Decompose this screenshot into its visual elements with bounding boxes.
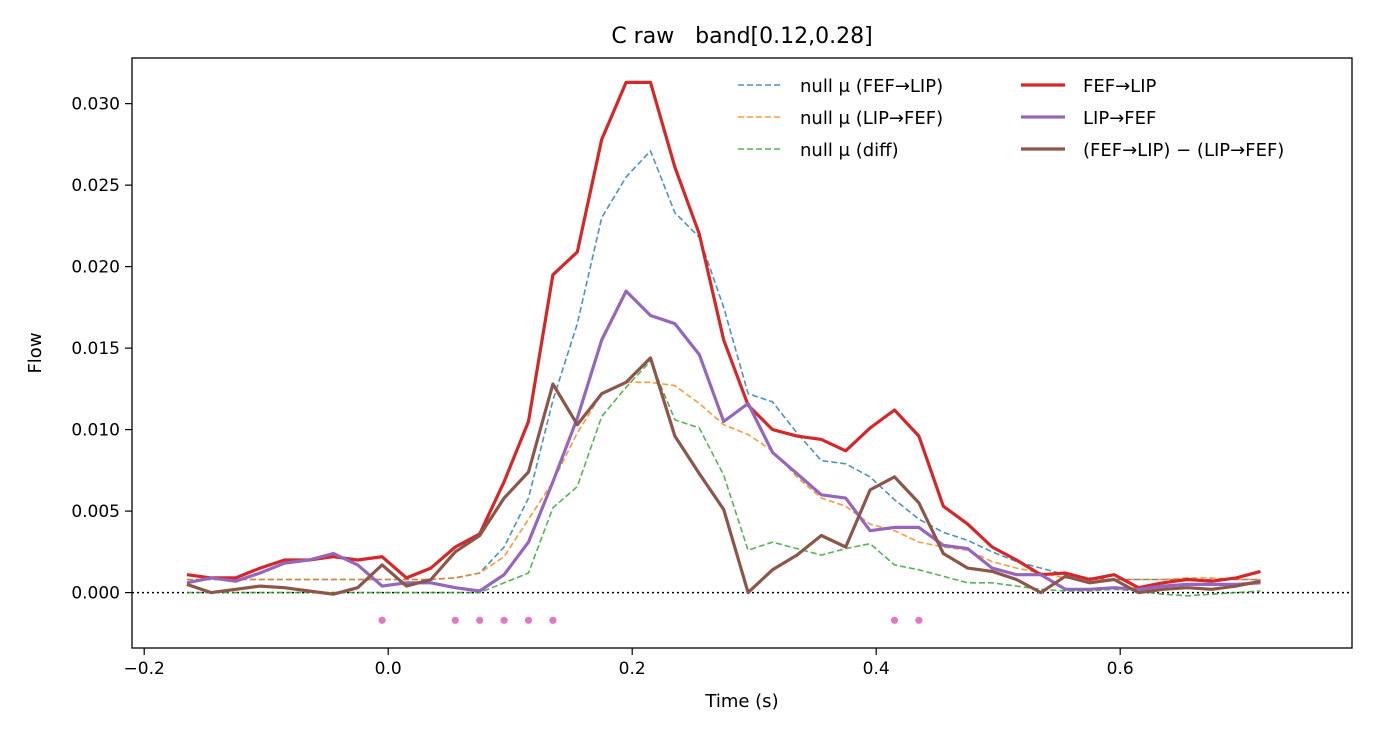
x-tick-label-1: 0.0	[375, 659, 402, 679]
series-line-2	[186, 360, 1261, 597]
legend: null μ (FEF→LIP) null μ (LIP→FEF) null μ (…	[738, 76, 1284, 161]
significance-marker-4	[524, 616, 533, 624]
y-axis-label: Flow	[25, 332, 46, 373]
y-tick-label-4: 0.020	[71, 258, 120, 278]
x-tick-label-0: −0.2	[124, 659, 165, 679]
y-axis: 0.000 0.005 0.010 0.015 0.020 0.025 0.030	[71, 95, 132, 604]
chart-title: C raw band[0.12,0.28]	[611, 24, 872, 49]
y-tick-label-3: 0.015	[71, 339, 120, 359]
series-line-5	[186, 356, 1261, 596]
y-tick-label-1: 0.005	[71, 502, 120, 522]
legend-label-5: (FEF→LIP) − (LIP→FEF)	[1083, 140, 1284, 161]
plot-frame	[131, 57, 1353, 649]
x-axis-label: Time (s)	[704, 691, 778, 712]
x-tick-label-2: 0.2	[619, 659, 646, 679]
y-tick-label-6: 0.030	[71, 95, 120, 115]
significance-marker-5	[549, 616, 557, 624]
x-tick-label-3: 0.4	[863, 659, 890, 679]
legend-label-3: FEF→LIP	[1083, 76, 1156, 97]
significance-marker-0	[378, 616, 386, 624]
significance-marker-6	[890, 616, 899, 624]
y-tick-label-2: 0.010	[71, 421, 120, 441]
significance-marker-7	[915, 616, 923, 624]
legend-label-1: null μ (LIP→FEF)	[800, 108, 943, 129]
legend-label-0: null μ (FEF→LIP)	[800, 76, 943, 97]
series-line-1	[186, 381, 1261, 581]
legend-label-4: LIP→FEF	[1083, 108, 1156, 129]
plot-area	[132, 80, 1352, 624]
y-tick-label-5: 0.025	[71, 176, 120, 196]
x-tick-label-4: 0.6	[1107, 659, 1134, 679]
significance-marker-1	[451, 616, 459, 624]
series-line-4	[186, 289, 1261, 593]
series-line-3	[186, 80, 1261, 590]
significance-marker-2	[476, 616, 484, 624]
x-axis: −0.2 0.0 0.2 0.4 0.6	[124, 648, 1134, 679]
significance-marker-3	[500, 616, 508, 624]
y-tick-label-0: 0.000	[71, 584, 120, 604]
legend-label-2: null μ (diff)	[800, 140, 899, 161]
